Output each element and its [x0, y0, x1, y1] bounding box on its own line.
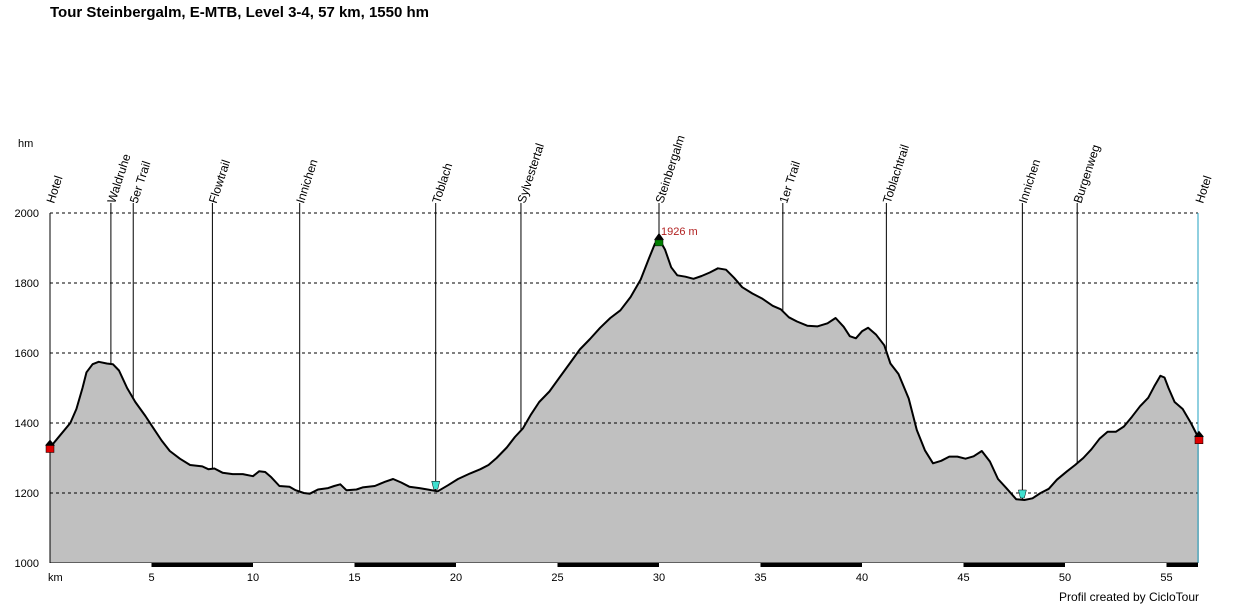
x-tick-label: 45 [957, 572, 969, 584]
marker-peak-roof [654, 232, 664, 240]
waypoint-label: Innichen [293, 157, 320, 204]
km-scale-segment [557, 563, 659, 567]
chart-title: Tour Steinbergalm, E-MTB, Level 3-4, 57 … [50, 4, 430, 21]
km-scale-segment [862, 563, 964, 567]
waypoint-label: Hotel [1193, 174, 1215, 205]
marker-peak [654, 239, 664, 247]
y-tick-label: 1200 [15, 488, 39, 500]
y-tick-label: 1400 [15, 418, 39, 430]
x-tick-label: 30 [653, 572, 665, 584]
x-tick-label: 40 [856, 572, 868, 584]
km-scale-segment [963, 563, 1065, 567]
x-tick-label: 50 [1059, 572, 1071, 584]
marker-end [1194, 436, 1204, 444]
waypoint-label: Steinbergalm [653, 133, 688, 205]
x-tick-label: 15 [348, 572, 360, 584]
y-tick-label: 2000 [15, 208, 39, 220]
y-tick-label: 1600 [15, 348, 39, 360]
waypoint-label: Burgenweg [1071, 143, 1103, 205]
marker-house-roof [45, 439, 55, 446]
x-tick-label: 25 [551, 572, 563, 584]
marker-start [45, 445, 55, 453]
credit-text: Profil created by CicloTour [1058, 590, 1199, 604]
marker-low-point [1018, 489, 1027, 499]
km-scale-segment [760, 563, 862, 567]
y-tick-label: 1800 [15, 278, 39, 290]
y-tick-label: 1000 [15, 558, 39, 570]
x-tick-label: 35 [754, 572, 766, 584]
km-scale-segment [1065, 563, 1167, 567]
x-axis-label: km [48, 572, 63, 584]
waypoint-label: Sylvestertal [514, 142, 546, 205]
km-scale-segment [253, 563, 355, 567]
elevation-area [50, 238, 1199, 563]
y-axis-label: hm [18, 138, 33, 150]
waypoint-label: Flowtrail [206, 158, 233, 205]
km-scale-segment [354, 563, 456, 567]
km-scale-segment [151, 563, 253, 567]
x-tick-label: 20 [450, 572, 462, 584]
x-tick-label: 10 [247, 572, 259, 584]
marker-house-roof [1193, 430, 1204, 437]
km-scale-segment [456, 563, 558, 567]
peak-annotation: 1926 m [661, 226, 698, 238]
waypoint-label: Innichen [1016, 157, 1043, 204]
km-scale-segment [1166, 563, 1198, 567]
waypoint-label: Toblachtrail [880, 143, 912, 205]
waypoint-label: 5er Trail [127, 159, 154, 205]
waypoint-label: Hotel [44, 174, 66, 205]
km-scale-segment [659, 563, 761, 567]
waypoint-label: 1er Trail [776, 159, 803, 205]
waypoint-label: Toblach [429, 161, 455, 205]
x-tick-label: 55 [1160, 572, 1172, 584]
km-scale-segment [50, 563, 152, 567]
marker-low-point [431, 481, 441, 490]
x-tick-label: 5 [148, 572, 154, 584]
elevation-line [49, 237, 1200, 501]
